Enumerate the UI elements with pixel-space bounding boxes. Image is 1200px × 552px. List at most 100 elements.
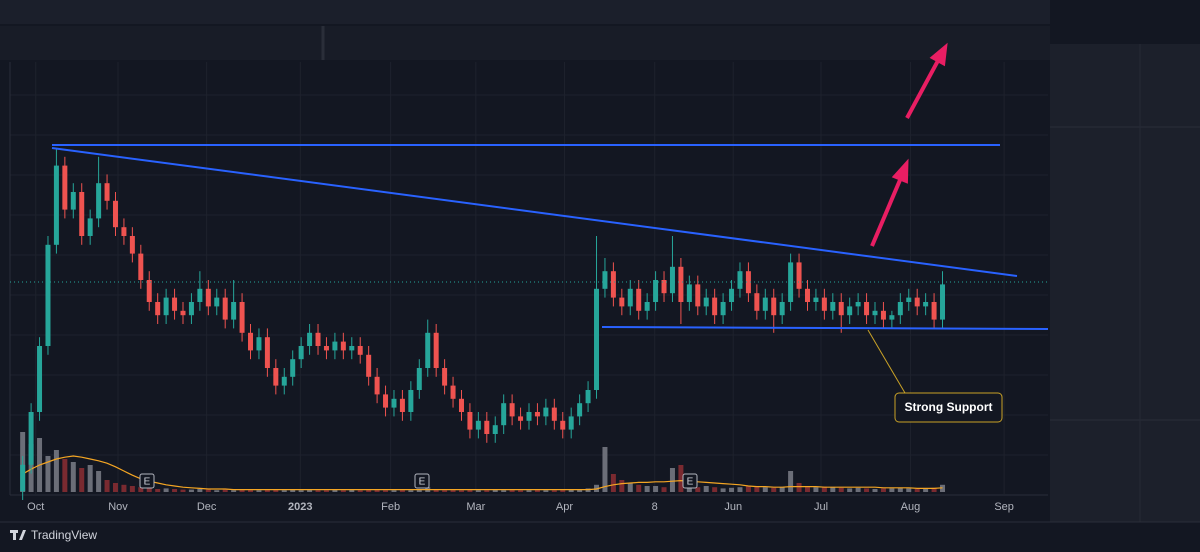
- volume-bar: [534, 489, 540, 492]
- candle-body: [62, 165, 68, 210]
- candle-body: [222, 297, 228, 320]
- candle-body: [112, 200, 118, 228]
- volume-bar: [433, 489, 439, 492]
- volume-bar: [112, 483, 118, 492]
- volume-bar: [703, 486, 709, 492]
- candle-body: [155, 302, 161, 316]
- event-label: E: [687, 477, 694, 488]
- volume-bar: [332, 489, 338, 492]
- candle-body: [821, 297, 827, 311]
- arrows: [870, 42, 948, 247]
- candle-body: [129, 236, 135, 254]
- candle-body: [340, 341, 346, 351]
- x-tick-label: Oct: [27, 501, 44, 513]
- candle-body: [408, 390, 414, 412]
- candle-body: [560, 420, 566, 430]
- trend-lines: [51, 144, 1049, 330]
- candle-body: [349, 346, 355, 351]
- candle-body: [695, 284, 701, 307]
- support-line: [601, 326, 1049, 330]
- candle-body: [551, 407, 557, 421]
- volume-bar: [315, 490, 321, 492]
- volume-bar: [813, 487, 819, 492]
- candle-body: [906, 297, 912, 302]
- event-box: [139, 473, 155, 489]
- candle-body: [172, 297, 178, 311]
- volume-bar: [214, 490, 220, 492]
- candle-body: [889, 315, 895, 320]
- candle-body: [163, 297, 169, 316]
- candle-body: [79, 192, 85, 236]
- candle-body: [416, 368, 422, 390]
- candle-body: [914, 297, 920, 307]
- candle-body: [484, 420, 490, 434]
- candle-body: [644, 302, 650, 311]
- volume-bar: [121, 484, 127, 492]
- volume-bar: [509, 489, 515, 492]
- volume-bar: [577, 489, 583, 492]
- volume-bar: [231, 490, 237, 492]
- volume-bar: [653, 486, 659, 492]
- volume-bar: [543, 490, 549, 492]
- volume-bar: [146, 488, 152, 492]
- candle-body: [830, 302, 836, 311]
- candle-body: [594, 288, 600, 390]
- candle-body: [205, 288, 211, 307]
- candle-body: [847, 306, 853, 316]
- volume-bar: [914, 489, 920, 492]
- volume-bar: [501, 490, 507, 492]
- event-box: [682, 473, 698, 489]
- candle-body: [281, 376, 287, 386]
- x-tick-label: Dec: [197, 501, 217, 513]
- volume-bar: [281, 490, 287, 492]
- candle-body: [492, 425, 498, 434]
- candle-body: [315, 332, 321, 346]
- volume-bar: [45, 456, 51, 492]
- volume-bar: [644, 486, 650, 492]
- volume-bar: [416, 489, 422, 492]
- volume-bar: [273, 489, 279, 492]
- candle-body: [653, 280, 659, 302]
- top-bar: [0, 0, 1050, 24]
- candle-body: [37, 346, 43, 412]
- volume-bar: [197, 489, 203, 492]
- candle-body: [534, 412, 540, 417]
- candle-body: [146, 280, 152, 302]
- candle-body: [661, 280, 667, 294]
- candle-body: [754, 293, 760, 311]
- candle-body: [872, 310, 878, 316]
- volume-bar: [180, 489, 186, 492]
- x-tick-label: Aug: [901, 501, 921, 513]
- candle-body: [231, 302, 237, 320]
- candle-body: [366, 354, 372, 377]
- candle-body: [87, 218, 93, 236]
- volume-bar: [408, 490, 414, 492]
- candle-body: [619, 297, 625, 307]
- x-tick-label: Sep: [994, 501, 1014, 513]
- event-label: E: [144, 477, 151, 488]
- volume-bar: [53, 450, 59, 492]
- candle-body: [104, 183, 110, 201]
- candle-body: [501, 403, 507, 426]
- volume-bar: [290, 489, 296, 492]
- candle-body: [442, 368, 448, 386]
- volume-bar: [864, 488, 870, 492]
- volume-bar: [188, 489, 194, 492]
- candle-body: [197, 288, 203, 302]
- volume-bar: [307, 489, 313, 492]
- volume-bar: [340, 490, 346, 492]
- candle-body: [273, 368, 279, 386]
- candle-body: [897, 302, 903, 316]
- volume-ma-line: [22, 455, 943, 491]
- volume-bar: [391, 490, 397, 492]
- candle-body: [923, 302, 929, 307]
- callout-text: Strong Support: [905, 400, 993, 414]
- volume-bar: [669, 468, 675, 492]
- candle-body: [669, 266, 675, 294]
- volume-bar: [771, 487, 777, 492]
- volume-bar: [712, 487, 718, 492]
- x-tick-label: Jul: [814, 501, 828, 513]
- x-axis-labels: Oct Nov Dec 2023 Feb Mar Apr 8 Jun Jul Aug Sep: [27, 501, 1014, 513]
- volume-bar: [492, 489, 498, 492]
- candle-body: [940, 284, 946, 320]
